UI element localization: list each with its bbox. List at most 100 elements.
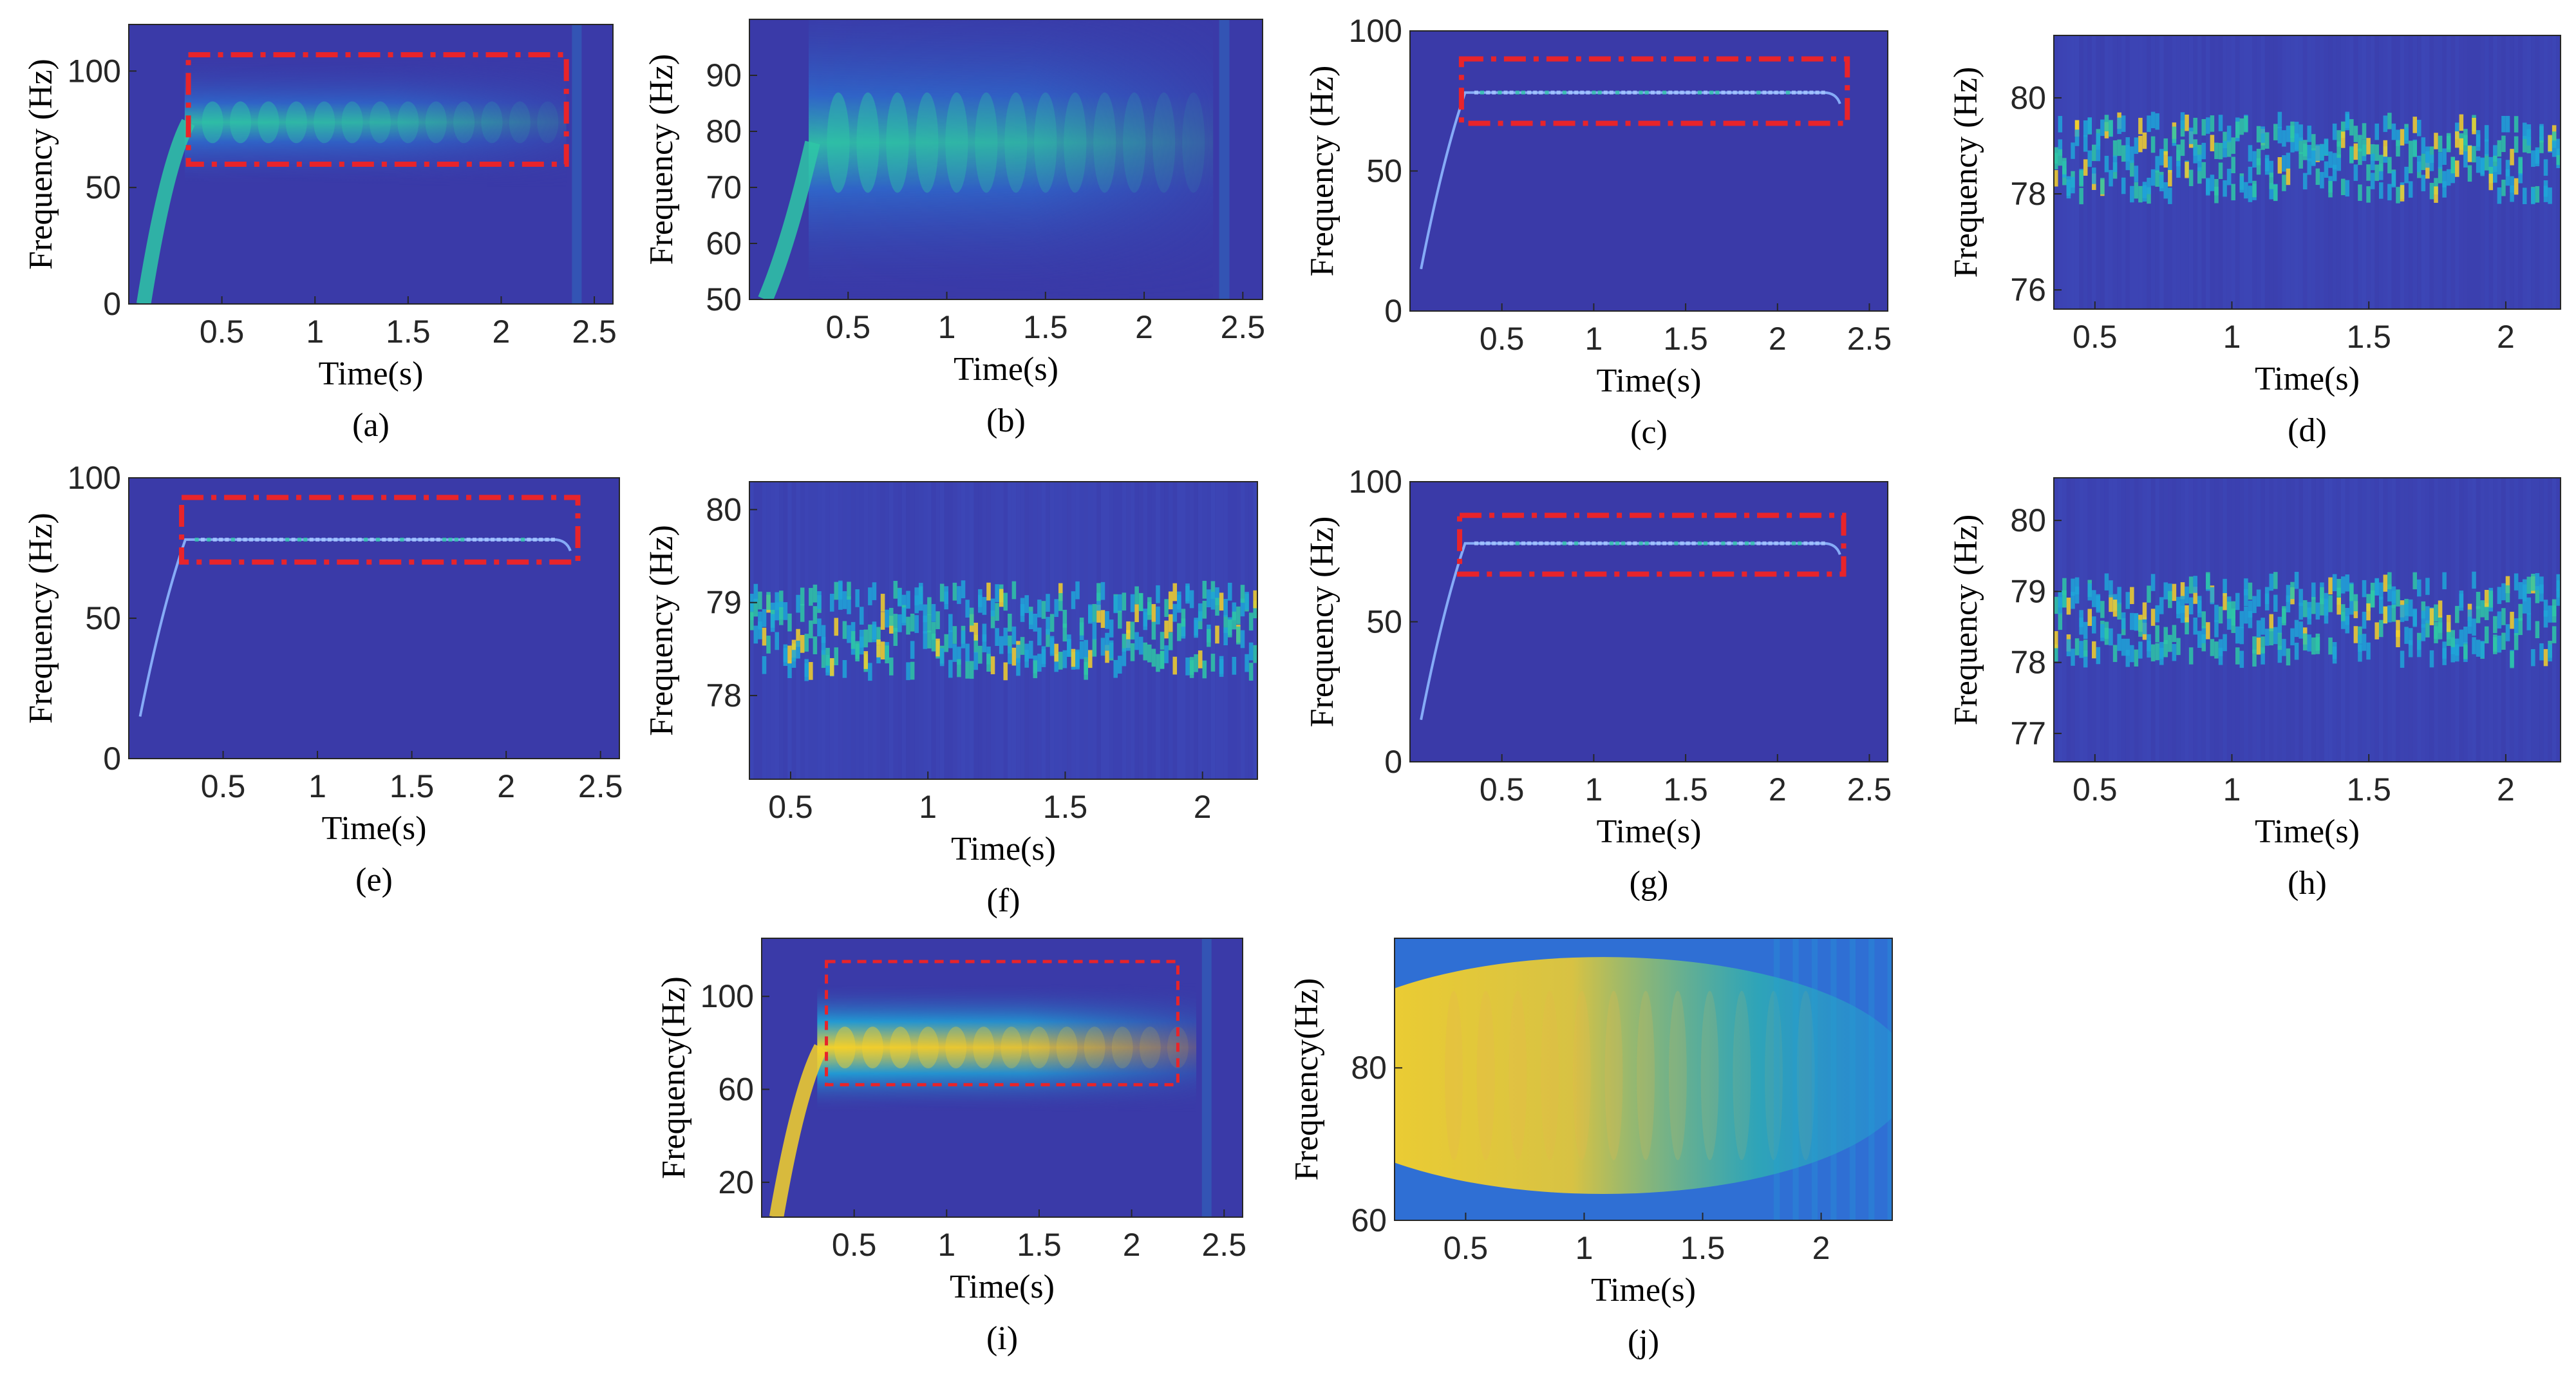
x-tick-label-a: 2.5 [572, 314, 617, 350]
y-tick-label-b: 60 [706, 225, 742, 261]
y-axis-label-f: Frequency (Hz) [643, 525, 680, 736]
y-tick-label-h: 78 [2010, 645, 2046, 681]
y-tick-label-a: 100 [68, 53, 121, 89]
y-axis-label-c: Frequency (Hz) [1304, 66, 1340, 277]
spectrogram-image-e [138, 537, 572, 717]
x-tick-label-e: 0.5 [201, 768, 246, 804]
x-tick-label-f: 1.5 [1043, 789, 1088, 825]
y-tick-label-d: 78 [2010, 176, 2046, 212]
highlight-box-i [825, 960, 1180, 1086]
spectrogram-image-g [1420, 541, 1841, 721]
y-tick-label-c: 100 [1349, 13, 1402, 49]
x-tick-label-d: 1 [2223, 319, 2241, 355]
x-tick-label-i: 2 [1123, 1227, 1141, 1263]
y-tick-label-d: 76 [2010, 272, 2046, 308]
y-tick-label-j: 60 [1351, 1202, 1387, 1238]
spectrogram-image-j [1395, 938, 1892, 1220]
y-tick-label-i: 20 [718, 1164, 754, 1200]
y-axis-label-b: Frequency (Hz) [643, 54, 680, 265]
panel-caption-g: (g) [1630, 865, 1669, 902]
spectrogram-image-i [769, 938, 1212, 1217]
x-tick-label-c: 1 [1584, 321, 1603, 357]
y-tick-label-f: 80 [706, 491, 742, 527]
x-axis-label-g: Time(s) [1597, 813, 1702, 850]
y-axis-label-j: Frequency(Hz) [1288, 978, 1325, 1181]
x-tick-label-c: 0.5 [1480, 321, 1525, 357]
x-tick-label-h: 2 [2497, 771, 2515, 808]
x-tick-label-e: 2.5 [578, 768, 623, 804]
axes-frame-f [749, 481, 1258, 780]
spectrogram-image-c [1420, 90, 1841, 270]
y-tick-label-d: 80 [2010, 80, 2046, 116]
spectrogram-image-f [749, 482, 1257, 779]
highlight-box-c [1458, 56, 1850, 126]
x-tick-label-h: 1.5 [2346, 771, 2391, 808]
x-tick-label-c: 2.5 [1847, 321, 1892, 357]
x-axis-label-f: Time(s) [951, 831, 1056, 867]
x-tick-label-d: 0.5 [2073, 319, 2118, 355]
x-tick-label-b: 2.5 [1221, 309, 1266, 345]
x-tick-label-b: 1.5 [1023, 309, 1068, 345]
axes-frame-h [2053, 477, 2561, 762]
x-tick-label-j: 2 [1812, 1230, 1830, 1266]
x-tick-label-j: 1.5 [1680, 1230, 1725, 1266]
x-tick-label-c: 1.5 [1663, 321, 1708, 357]
panel-caption-c: (c) [1630, 414, 1668, 451]
x-axis-label-c: Time(s) [1597, 363, 1702, 399]
panel-c: 0.5 1 1.5 2 2.5 0 50 100 Time(s) Frequency (Hz) (c… [1304, 13, 1892, 451]
x-tick-label-e: 1.5 [390, 768, 435, 804]
axes-frame-i [761, 938, 1243, 1218]
y-tick-label-f: 78 [706, 677, 742, 714]
x-tick-label-d: 1.5 [2346, 319, 2391, 355]
x-tick-label-i: 1.5 [1017, 1227, 1062, 1263]
x-tick-label-i: 2.5 [1202, 1227, 1247, 1263]
y-tick-label-g: 100 [1349, 464, 1402, 500]
panel-caption-a: (a) [352, 407, 390, 444]
x-tick-label-f: 2 [1194, 789, 1212, 825]
y-tick-label-g: 0 [1384, 744, 1402, 780]
y-axis-label-h: Frequency (Hz) [1948, 515, 1984, 726]
y-tick-label-e: 0 [103, 741, 121, 777]
panel-b: 0.5 1 1.5 2 2.5 50 60 70 80 90 Time(s) Frequency (H… [643, 19, 1266, 439]
x-tick-label-b: 0.5 [826, 309, 871, 345]
x-tick-label-j: 1 [1575, 1230, 1594, 1266]
y-tick-label-e: 50 [85, 600, 121, 636]
x-tick-label-g: 2.5 [1847, 771, 1892, 808]
panel-caption-e: (e) [355, 862, 393, 898]
panel-caption-j: (j) [1628, 1323, 1659, 1360]
panel-a: 0.5 1 1.5 2 2.5 0 50 100 Time(s) Frequency (Hz) (a… [23, 24, 617, 444]
x-tick-label-d: 2 [2497, 319, 2515, 355]
x-axis-label-a: Time(s) [319, 355, 424, 392]
panel-caption-b: (b) [986, 402, 1026, 439]
x-axis-label-b: Time(s) [954, 351, 1058, 388]
spectrogram-image-b [758, 19, 1230, 299]
x-axis-label-j: Time(s) [1591, 1272, 1696, 1309]
plot-background-g [1410, 482, 1888, 762]
panel-e: 0.5 1 1.5 2 2.5 0 50 100 Time(s) Frequency (Hz) (e… [23, 460, 623, 898]
highlight-box-e [179, 495, 581, 565]
y-tick-label-b: 80 [706, 113, 742, 149]
x-axis-label-h: Time(s) [2255, 813, 2360, 850]
panel-caption-f: (f) [987, 882, 1020, 919]
spectrogram-image-d [2054, 35, 2561, 309]
panel-d: 0.5 1 1.5 2 76 78 80 Time(s) Frequency (Hz) (d) [1948, 35, 2561, 449]
y-tick-label-g: 50 [1366, 604, 1402, 640]
y-tick-label-c: 50 [1366, 153, 1402, 189]
highlight-box-a [185, 52, 569, 167]
x-tick-label-h: 1 [2223, 771, 2241, 808]
y-axis-label-i: Frequency(Hz) [655, 976, 692, 1179]
x-tick-label-i: 1 [937, 1227, 955, 1263]
panel-i: 0.5 1 1.5 2 2.5 20 60 100 Time(s) Frequency(Hz) (i… [655, 938, 1246, 1357]
plot-background-c [1410, 31, 1888, 311]
x-tick-label-f: 0.5 [768, 789, 813, 825]
x-tick-label-a: 2 [493, 314, 511, 350]
y-tick-label-j: 80 [1351, 1050, 1387, 1086]
highlight-box-g [1457, 513, 1847, 577]
y-tick-label-b: 70 [706, 169, 742, 205]
x-tick-label-a: 1 [306, 314, 324, 350]
x-tick-label-i: 0.5 [832, 1227, 877, 1263]
panel-caption-i: (i) [986, 1320, 1018, 1357]
x-tick-label-h: 0.5 [2073, 771, 2118, 808]
plot-background-e [129, 478, 619, 759]
